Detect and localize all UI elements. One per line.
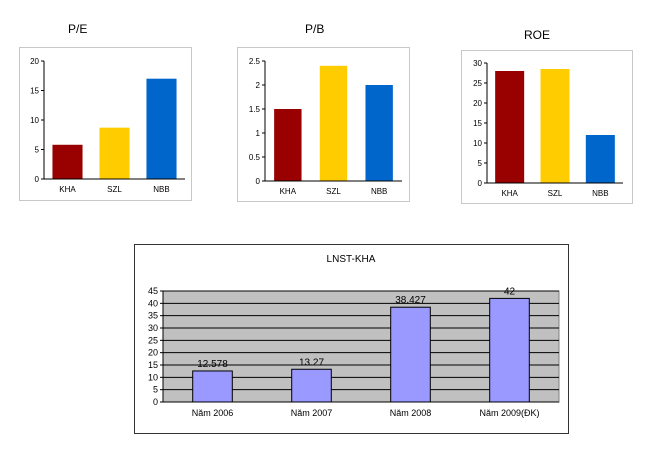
data-label-3: 38.427 [395,295,426,306]
x-tick-label-0: SZL [107,185,122,194]
y-tick-label-1: 0.5 [249,153,261,162]
x-tick-label-3: Năm 2007 [291,408,333,418]
y-tick-label-2: 10 [473,139,482,148]
y-tick-label-1: 1.5 [249,105,261,114]
x-tick-label-1: KHA [280,187,297,196]
y-tick-label-2: 5 [478,159,483,168]
bar-2-1 [540,69,570,183]
y-tick-label-3: 25 [148,335,158,345]
y-tick-label-0: 5 [35,146,40,155]
data-label-3: 42 [504,286,516,297]
bar-1-1 [319,65,348,181]
x-tick-label-2: NBB [592,189,608,198]
x-tick-label-3: Năm 2006 [192,408,234,418]
chart-title-pe: P/E [68,22,88,36]
y-tick-label-3: 45 [148,286,158,296]
chart-title-pb: P/B [305,22,325,36]
x-tick-label-3: Năm 2008 [390,408,432,418]
y-tick-label-1: 2 [256,81,261,90]
y-tick-label-1: 1 [256,129,261,138]
bar-0-0 [52,144,83,179]
y-tick-label-1: 0 [256,177,261,186]
pe-bar-chart: 0 5 10 15 20 KHA SZL NBB [30,57,185,194]
x-tick-label-2: KHA [501,189,518,198]
y-tick-label-1: 2.5 [249,57,261,66]
y-tick-label-2: 30 [473,59,482,68]
x-tick-label-3: Năm 2009(ĐK) [479,408,539,418]
data-label-3: 13.27 [299,357,324,368]
data-label-3: 12.578 [197,359,228,370]
y-tick-label-3: 40 [148,298,158,308]
bar-3-3 [489,297,530,403]
y-tick-label-3: 35 [148,311,158,321]
y-tick-label-2: 0 [478,179,483,188]
chart-panel-lnst-kha: LNST-KHA 0 5 10 15 20 25 30 35 40 45 Năm 2006 12.578… [134,244,569,434]
y-tick-label-3: 0 [153,397,158,407]
bar-3-1 [291,368,332,403]
y-tick-label-3: 20 [148,348,158,358]
bar-3-0 [192,370,233,403]
roe-bar-chart: 0 5 10 15 20 25 30 KHA SZL NBB [473,59,623,198]
bar-1-2 [365,85,393,181]
x-tick-label-1: SZL [326,187,341,196]
bar-3-2 [390,306,431,403]
pb-bar-chart: 0 0.5 1 1.5 2 2.5 KHA SZL NBB [249,57,402,196]
chart-panel-roe: 0 5 10 15 20 25 30 KHA SZL NBB [461,50,633,204]
lnst-kha-bar-chart: LNST-KHA 0 5 10 15 20 25 30 35 40 45 Năm 2006 12.578… [148,254,560,418]
bar-0-1 [99,127,130,179]
y-tick-label-0: 20 [30,57,39,66]
bar-0-2 [146,78,177,179]
x-tick-label-1: NBB [371,187,387,196]
y-tick-label-3: 5 [153,385,158,395]
y-tick-label-2: 25 [473,79,482,88]
y-tick-label-3: 30 [148,323,158,333]
x-tick-label-2: SZL [548,189,563,198]
y-tick-label-0: 0 [35,175,40,184]
y-tick-label-0: 10 [30,116,39,125]
bar-2-0 [495,71,525,183]
y-tick-label-3: 10 [148,372,158,382]
bar-1-0 [274,109,302,181]
y-tick-label-2: 20 [473,99,482,108]
chart-title-roe: ROE [524,28,551,42]
bar-2-2 [585,135,615,183]
y-tick-label-2: 15 [473,119,482,128]
chart-title-lnst-kha: LNST-KHA [327,254,376,265]
chart-panel-pe: 0 5 10 15 20 KHA SZL NBB [19,47,192,201]
x-tick-label-0: NBB [153,185,169,194]
x-tick-label-0: KHA [59,185,76,194]
y-tick-label-0: 15 [30,87,39,96]
chart-panel-pb: 0 0.5 1 1.5 2 2.5 KHA SZL NBB [237,47,410,202]
y-tick-label-3: 15 [148,360,158,370]
